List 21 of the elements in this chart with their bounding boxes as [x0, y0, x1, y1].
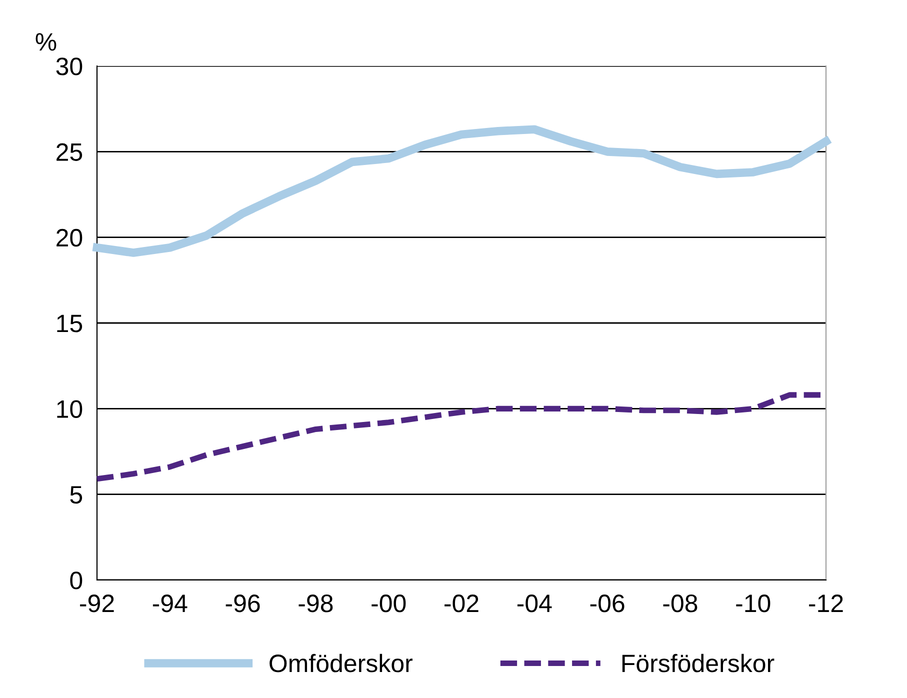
y-tick-label: 30 — [56, 58, 82, 76]
x-tick-label: -12 — [809, 594, 843, 612]
x-tick-label: -98 — [298, 594, 333, 612]
y-tick-label: 5 — [70, 486, 82, 504]
x-tick-label: -02 — [444, 594, 478, 612]
x-tick-label: -00 — [372, 594, 406, 612]
y-tick-label: 25 — [56, 143, 82, 161]
y-axis-title: % — [36, 33, 56, 51]
x-tick-label: -92 — [80, 594, 114, 612]
y-tick-label: 20 — [56, 228, 82, 247]
x-tick-label: -06 — [590, 594, 624, 612]
x-tick-label: -10 — [736, 594, 770, 612]
x-tick-label: -94 — [152, 594, 188, 612]
legend-label: Omföderskor — [270, 654, 412, 672]
x-tick-label: -04 — [517, 594, 552, 612]
legend-label: Försföderskor — [622, 654, 774, 672]
y-tick-label: 0 — [70, 572, 82, 590]
x-tick-label: -96 — [226, 594, 260, 612]
y-tick-label: 15 — [57, 314, 82, 332]
x-tick-label: -08 — [663, 594, 698, 612]
y-tick-label: 10 — [57, 400, 82, 418]
